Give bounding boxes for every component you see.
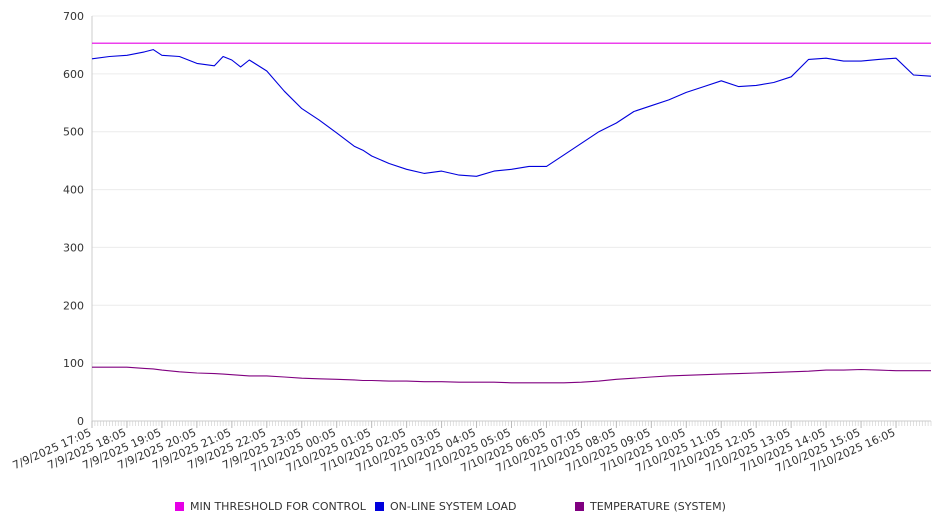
y-tick-label: 100 bbox=[63, 357, 84, 370]
y-tick-label: 300 bbox=[63, 241, 84, 254]
series-lines bbox=[91, 42, 932, 384]
legend: MIN THRESHOLD FOR CONTROL ON-LINE SYSTEM… bbox=[0, 498, 946, 514]
y-tick-label: 700 bbox=[63, 10, 84, 23]
y-tick-label: 600 bbox=[63, 68, 84, 81]
legend-item-min-threshold[interactable]: MIN THRESHOLD FOR CONTROL bbox=[175, 498, 366, 514]
y-tick-label: 500 bbox=[63, 126, 84, 139]
x-tick-labels: 7/9/2025 17:057/9/2025 18:057/9/2025 19:… bbox=[11, 426, 898, 475]
legend-label-min-threshold: MIN THRESHOLD FOR CONTROL bbox=[190, 499, 366, 513]
legend-swatch-temperature bbox=[575, 501, 584, 511]
legend-item-temperature[interactable]: TEMPERATURE (SYSTEM) bbox=[575, 498, 726, 514]
legend-swatch-system-load bbox=[375, 501, 384, 511]
y-tick-labels: 0 100 200 300 400 500 600 700 bbox=[63, 10, 84, 428]
legend-label-temperature: TEMPERATURE (SYSTEM) bbox=[590, 499, 726, 513]
series-line-on-line-system-load bbox=[91, 49, 932, 177]
legend-swatch-min-threshold bbox=[175, 501, 184, 511]
series-line-temperature-system bbox=[92, 366, 931, 384]
line-chart: 0 100 200 300 400 500 600 700 7/9/2025 17:057/9… bbox=[11, 10, 932, 475]
legend-item-system-load[interactable]: ON-LINE SYSTEM LOAD bbox=[375, 498, 516, 514]
axes bbox=[91, 16, 932, 428]
legend-label-system-load: ON-LINE SYSTEM LOAD bbox=[390, 499, 517, 513]
y-tick-label: 200 bbox=[63, 299, 84, 312]
y-tick-label: 400 bbox=[63, 184, 84, 197]
grid-lines bbox=[92, 15, 931, 364]
y-tick-label: 0 bbox=[77, 415, 84, 428]
